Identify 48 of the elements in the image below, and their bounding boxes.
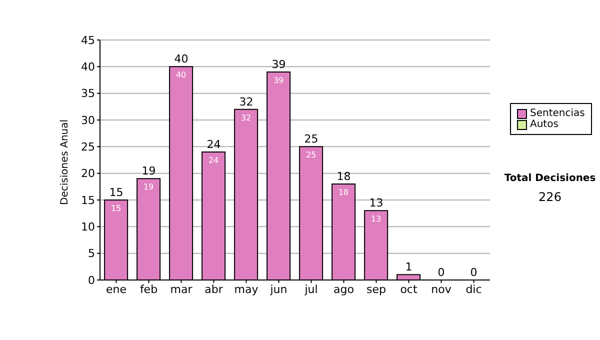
y-tick-label: 5 <box>88 247 95 260</box>
total-label: 15 <box>109 186 124 199</box>
y-axis-title: Decisiones Anual <box>60 119 71 205</box>
total-label: 25 <box>304 132 318 146</box>
data-label: 13 <box>370 214 382 224</box>
y-tick-label: 45 <box>81 34 95 47</box>
legend-label: Sentencias <box>530 108 585 119</box>
x-tick-label: ene <box>106 282 127 296</box>
total-label: 19 <box>142 164 156 178</box>
data-label: 19 <box>143 182 154 192</box>
total-label: 1 <box>405 260 412 274</box>
data-label: 32 <box>240 113 252 122</box>
total-label: 0 <box>470 266 478 279</box>
data-label: 24 <box>208 156 219 165</box>
x-tick-label: sep <box>366 282 386 296</box>
x-tick-label: abr <box>204 282 224 296</box>
data-label: 18 <box>338 188 349 197</box>
total-label: 39 <box>272 58 286 71</box>
data-label: 15 <box>110 204 122 213</box>
text: 226 <box>538 190 562 204</box>
data-label: 25 <box>306 150 316 160</box>
y-tick-label: 20 <box>81 167 95 180</box>
x-tick-label: may <box>234 282 259 296</box>
y-tick-label: 35 <box>81 87 95 100</box>
data-label: 40 <box>176 70 186 80</box>
x-tick-label: feb <box>140 282 158 296</box>
total-label: 40 <box>174 52 188 66</box>
y-tick-label: 10 <box>81 220 95 234</box>
y-tick-label: 30 <box>81 114 95 127</box>
x-tick-label: nov <box>431 282 452 296</box>
data-label: 39 <box>273 76 284 85</box>
text: Total Decisiones <box>503 173 597 184</box>
total-label: 24 <box>206 138 221 151</box>
y-tick-label: 0 <box>88 274 95 287</box>
y-tick-label: 15 <box>81 194 95 207</box>
x-tick-label: mar <box>170 282 193 296</box>
total-label: 32 <box>239 95 254 108</box>
x-tick-label: jul <box>304 282 318 296</box>
total-label: 13 <box>369 196 384 210</box>
x-tick-label: jun <box>269 282 288 296</box>
x-tick-label: oct <box>400 282 418 296</box>
y-tick-label: 40 <box>81 60 95 74</box>
legend-label: Autos <box>530 119 558 130</box>
x-tick-label: dic <box>466 282 482 296</box>
x-tick-label: ago <box>334 282 354 296</box>
total-label: 18 <box>336 170 351 183</box>
total-label: 0 <box>438 266 445 279</box>
y-tick-label: 25 <box>81 140 95 154</box>
